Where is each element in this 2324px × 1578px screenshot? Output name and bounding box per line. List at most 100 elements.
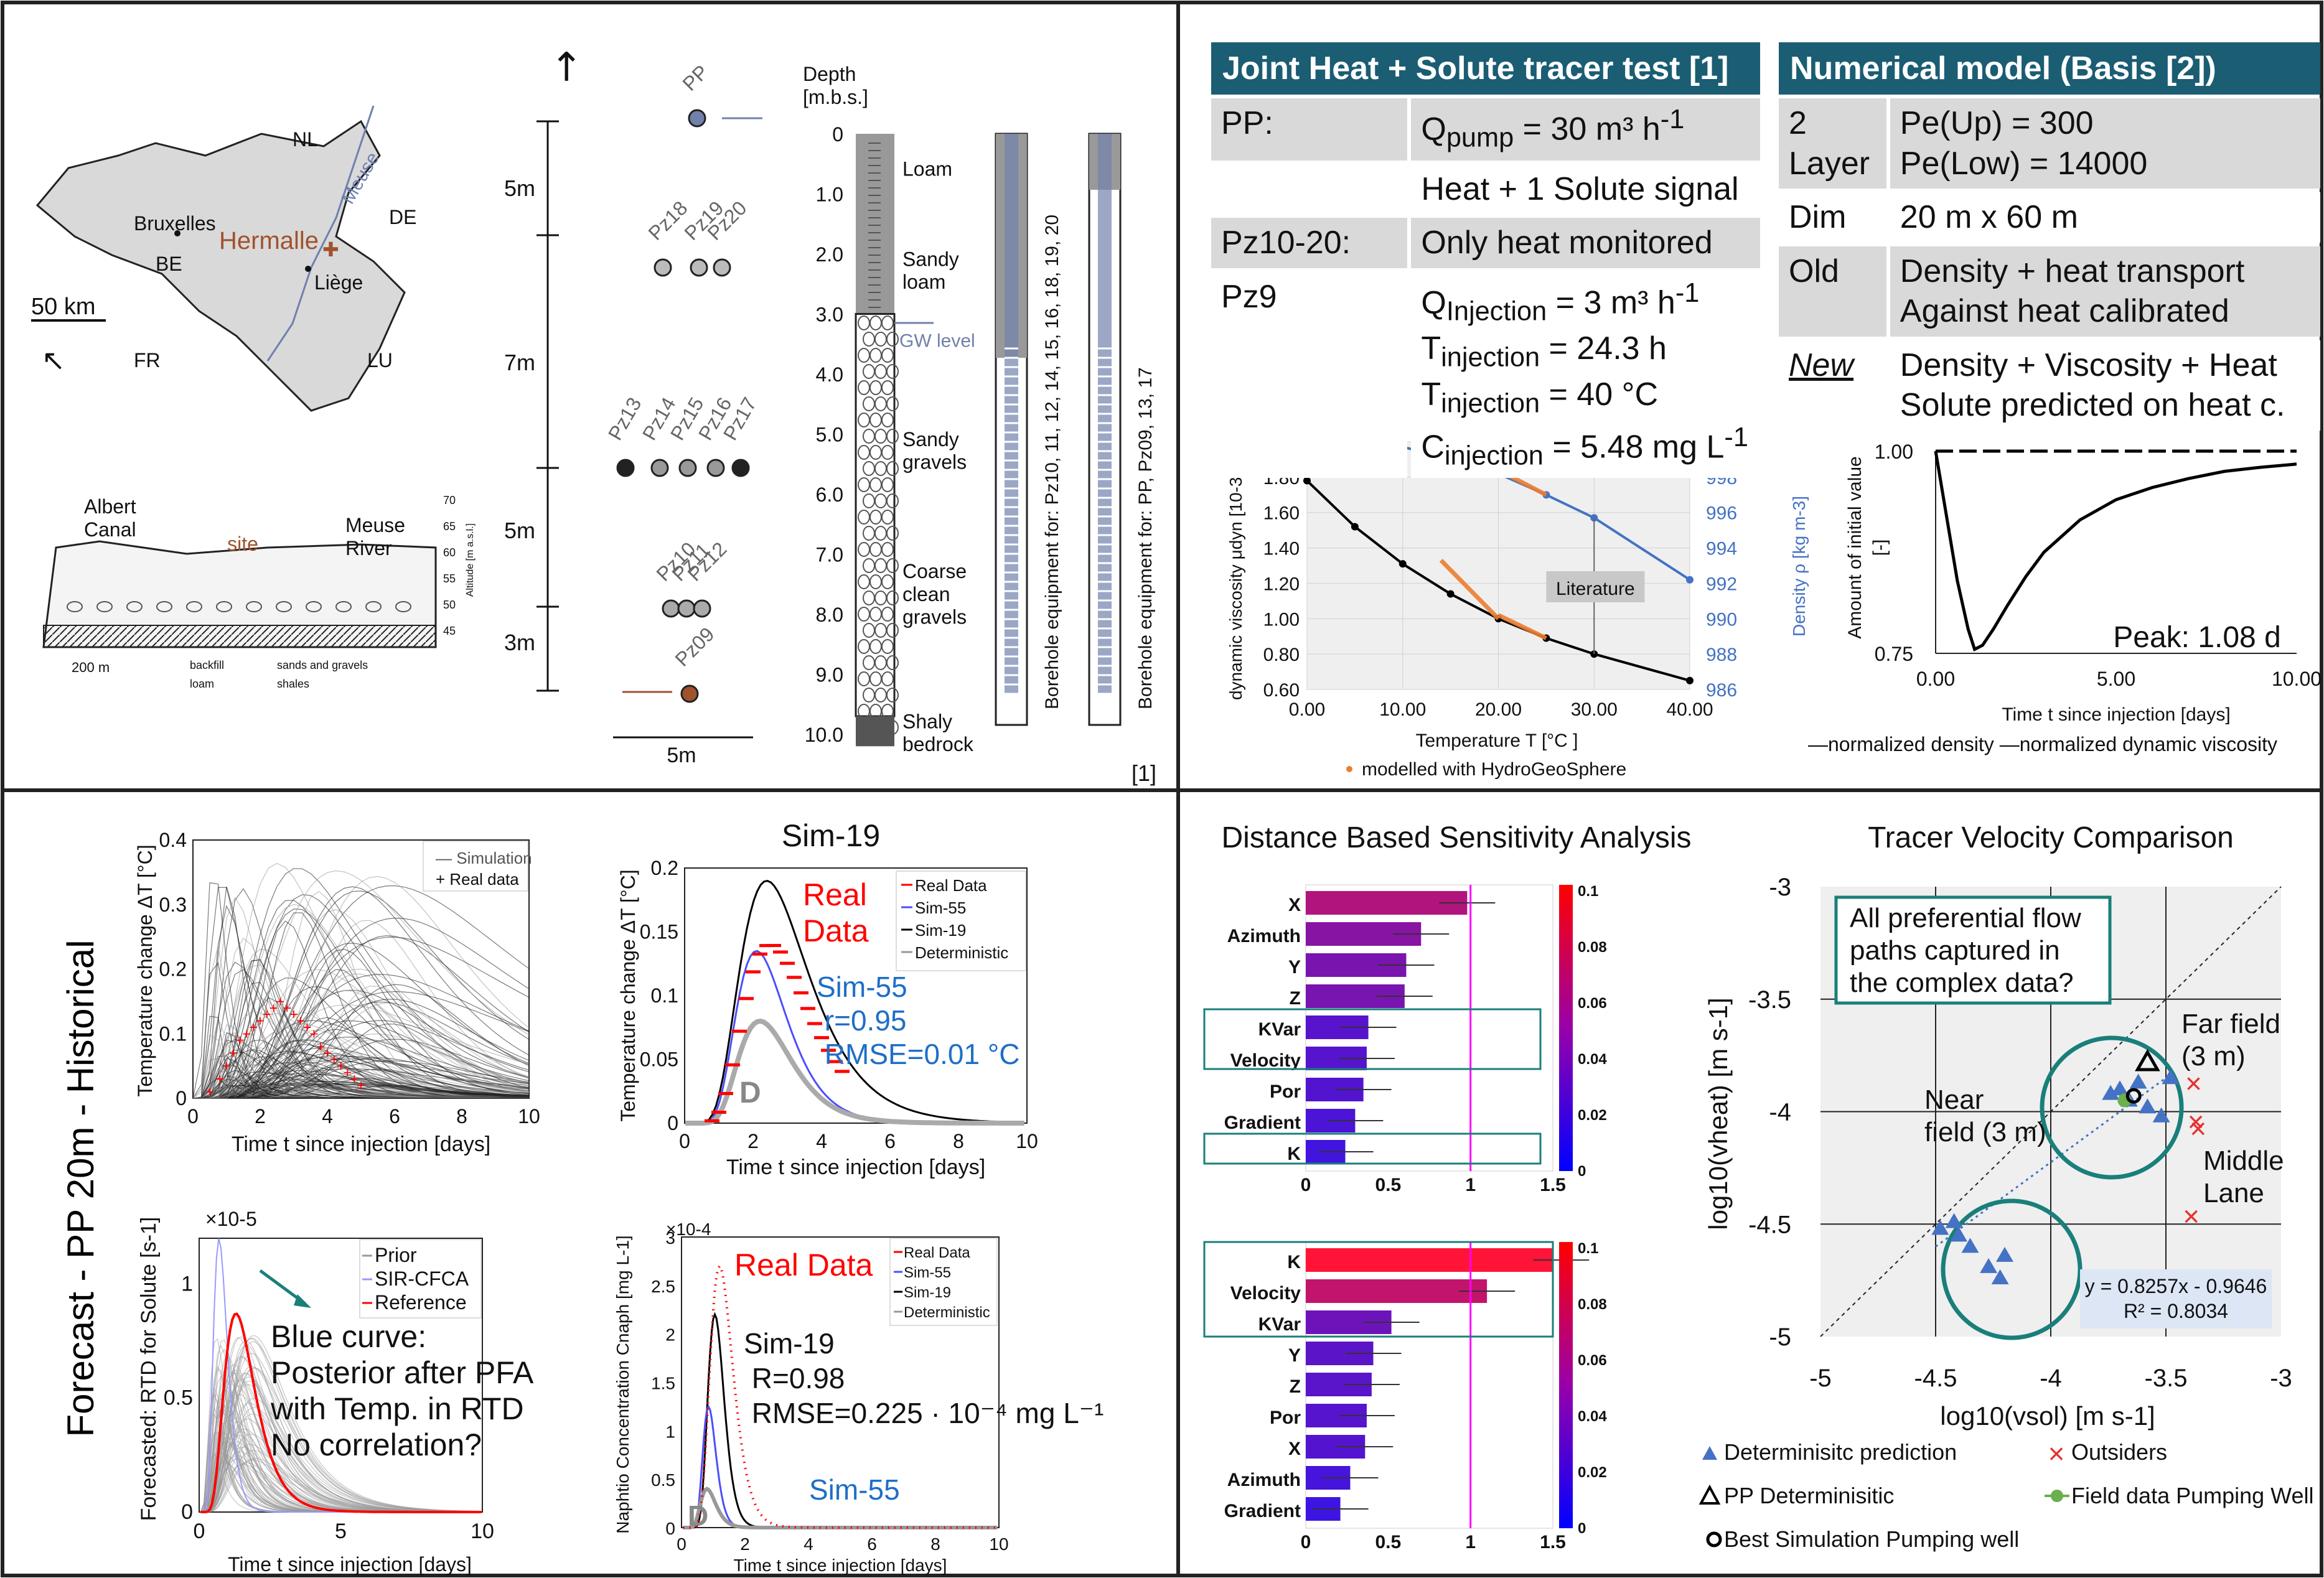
real-data-point: +: [309, 1025, 318, 1042]
real-data-point: +: [256, 1013, 265, 1030]
y-tick-label: 0.1: [651, 984, 678, 1007]
x-axis-label: Time t since injection [days]: [228, 1553, 472, 1576]
alt-tick: 55: [443, 572, 456, 585]
y-tick-label: -3: [1769, 874, 1791, 901]
depth-tick: 5.0: [816, 424, 843, 446]
legend-box: [359, 1239, 482, 1319]
tracer-test-title: Joint Heat + Solute tracer test [1]: [1211, 42, 1760, 95]
country-fr: FR: [134, 349, 161, 371]
y-tick-label: -4: [1769, 1099, 1791, 1126]
legend-swatch: [1702, 1446, 1717, 1460]
simulation-curve: [193, 886, 530, 1099]
simulation-curve: [193, 903, 530, 1099]
section-right: Meuse River: [345, 514, 405, 559]
y-tick-label: 0: [181, 1500, 193, 1524]
real-data-curve: [683, 1263, 998, 1529]
bar-label: X: [1288, 895, 1301, 915]
row-key: 2 Layer: [1779, 98, 1886, 189]
pebble: [881, 444, 894, 460]
legend-label: Real Data: [904, 1244, 970, 1261]
section-left: Albert Canal: [84, 495, 136, 541]
y-axis-label: Temperature change ΔT [°C]: [134, 844, 156, 1096]
spacing-label: 5m: [504, 175, 535, 201]
x-tick-label: 4: [804, 1534, 813, 1554]
chart-title: Distance Based Sensitivity Analysis: [1221, 821, 1691, 854]
deterministic-point: [1950, 1226, 1967, 1242]
legend-simulation: — Simulation: [436, 849, 532, 867]
bar-label: K: [1287, 1144, 1301, 1164]
real-data-point: +: [289, 1006, 298, 1023]
pebble: [886, 363, 899, 379]
real-data-point: +: [242, 1025, 251, 1042]
x-tick-label: 10: [518, 1105, 540, 1127]
simulation-curve: [193, 1020, 530, 1099]
y-tick-label: -5: [1769, 1324, 1791, 1351]
alt-tick: 45: [443, 625, 456, 637]
colorbar-tick: 0.1: [1578, 883, 1598, 900]
spacing-label: 7m: [504, 350, 535, 375]
pebble: [881, 606, 894, 622]
deterministic-label: D: [688, 1500, 708, 1532]
y-tick-label: 1.40: [1263, 539, 1300, 559]
bar-label: KVar: [1258, 1314, 1301, 1335]
bar-k: [1306, 1248, 1553, 1272]
deterministic-label: D: [739, 1076, 761, 1109]
layout-scale: 5m: [667, 744, 696, 767]
pebble: [886, 460, 899, 476]
y-tick-label: 0.05: [640, 1048, 678, 1071]
viscosity-curve: [1934, 451, 2297, 652]
row-key: Old: [1779, 246, 1886, 337]
colorbar-tick: 0.1: [1578, 1240, 1598, 1257]
far-field-circle: [2040, 1035, 2184, 1180]
x-tick-label: 10.00: [1379, 699, 1426, 720]
depth-tick: 7.0: [816, 544, 843, 566]
middle-lane-label: Middle Lane: [2203, 1146, 2284, 1208]
x-tick-label: 2: [255, 1105, 266, 1127]
real-data-point: +: [323, 1045, 332, 1062]
deterministic-point: [2111, 1080, 2129, 1096]
density-point: [1686, 576, 1694, 584]
pebble: [886, 493, 899, 508]
colorbar: [1559, 1242, 1573, 1528]
borehole2-label: Borehole equipment for: PP, Pz09, 13, 17: [1135, 367, 1156, 709]
tracer-test-table: Joint Heat + Solute tracer test [1] PP: Q…: [1207, 39, 1764, 482]
sim19-label: Sim-19 R=0.98 RMSE=0.225 · 10⁻⁴ mg L⁻¹: [744, 1327, 1103, 1429]
legend-swatch: [1706, 1531, 1722, 1548]
viscosity-density-chart: 0.600.801.001.201.401.601.802.000.0010.0…: [1226, 432, 1809, 780]
x-tick-label: 1: [1465, 1175, 1476, 1195]
deterministic-point: [2162, 1069, 2180, 1085]
x-axis-label: Time t since injection [days]: [726, 1155, 985, 1179]
alt-tick: 60: [443, 546, 456, 559]
x-axis-label: Time t since injection [days]: [2002, 704, 2230, 725]
multiplier: ×10-5: [205, 1208, 257, 1230]
pebble: [886, 525, 899, 541]
viscosity-point: [1303, 477, 1311, 485]
velocity-chart: Tracer Velocity Comparison -5 -4.5 -4 -3.5 -3…: [1698, 821, 2314, 1552]
city-bruxelles: Bruxelles: [134, 212, 216, 235]
gravel-symbol: [395, 601, 411, 612]
colorbar-tick: 0.08: [1578, 939, 1607, 956]
deterministic-point: [2102, 1085, 2120, 1100]
reference-curve: [200, 1312, 482, 1513]
well-top: [654, 258, 672, 277]
x-tick-label: 10: [1016, 1130, 1038, 1152]
legend-box: [423, 841, 528, 892]
country-outline: [35, 119, 406, 412]
alt-label: Altitude [m a.s.l.]: [465, 523, 476, 597]
colorbar-tick: 0.08: [1578, 1296, 1607, 1313]
naphtio-chart: 0 2 4 6 8 10 0 0.5 1 1.5 2 2.5 3×10-4 Real Data Sim-55…: [613, 1220, 1103, 1575]
pebble: [886, 558, 899, 573]
table-row: PP: Qpump = 30 m³ h-1: [1211, 98, 1760, 161]
depth-tick: 9.0: [816, 664, 843, 686]
y-tick-label: 1.5: [651, 1374, 675, 1393]
row-value: Qpump = 30 m³ h-1: [1411, 98, 1760, 161]
x-tick-label: 0.5: [1375, 1175, 1401, 1195]
x-tick-label: 0.00: [1289, 699, 1325, 720]
y-tick-label: 0.1: [159, 1022, 187, 1045]
row-value: Pe(Up) = 300 Pe(Low) = 14000: [1890, 98, 2320, 189]
sim55-label: Sim-55 r=0.95 RMSE=0.01 °C: [817, 971, 1019, 1070]
gravel-symbol: [186, 601, 202, 612]
row-key: [1211, 164, 1408, 215]
real-data-point: +: [303, 1019, 312, 1036]
row-value: QInjection = 3 m³ h-1 Tinjection = 24.3 h…: [1411, 271, 1760, 478]
